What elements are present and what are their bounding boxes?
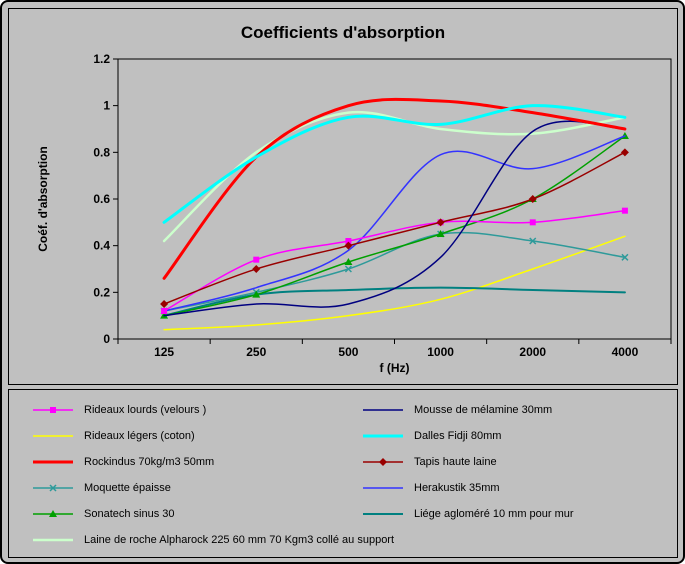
legend-item: Mousse de mélamine 30mm: [361, 397, 574, 423]
legend-swatch: [363, 434, 403, 438]
legend-item: Sonatech sinus 30: [31, 501, 394, 527]
legend-item: Herakustik 35mm: [361, 475, 574, 501]
legend-item-label: Dalles Fidji 80mm: [414, 430, 502, 442]
plot-svg: 0 0.2 0.4 0.6 0.8 1 1.2 125 250 500 1000 2000 4000: [93, 52, 672, 359]
y-tick-label: 0.2: [93, 285, 110, 299]
y-tick-label: 0: [103, 332, 110, 346]
legend-swatch: [363, 487, 403, 489]
x-tick-label: 500: [338, 345, 358, 359]
legend-item: Tapis haute laine: [361, 449, 574, 475]
legend-item: Rideaux légers (coton): [31, 423, 394, 449]
legend-item-label: Laine de roche Alpharock 225 60 mm 70 Kg…: [84, 534, 395, 546]
legend-swatch: [33, 510, 73, 517]
legend: Rideaux lourds (velours ) Rideaux légers …: [8, 389, 678, 558]
legend-swatch: [33, 538, 73, 542]
legend-item: Rockindus 70kg/m3 50mm: [31, 449, 394, 475]
series-6: [163, 120, 626, 317]
x-axis-ticks: 125 250 500 1000 2000 4000: [117, 339, 672, 359]
legend-swatch: [33, 435, 73, 437]
y-tick-label: 0.4: [93, 239, 110, 253]
legend-item-label: Mousse de mélamine 30mm: [414, 404, 553, 416]
legend-item: Liége agloméré 10 mm pour mur: [361, 501, 574, 527]
legend-item-label: Moquette épaisse: [84, 482, 171, 494]
legend-swatch: [33, 407, 73, 413]
legend-swatch: [363, 458, 403, 466]
x-tick-label: 2000: [519, 345, 546, 359]
y-tick-label: 1: [103, 99, 110, 113]
chart-area: 0 0.2 0.4 0.6 0.8 1 1.2 125 250 500 1000 2000 4000 C…: [8, 8, 678, 385]
legend-item-label: Rideaux lourds (velours ): [84, 404, 207, 416]
legend-item-label: Rideaux légers (coton): [84, 430, 195, 442]
y-axis-ticks: 0 0.2 0.4 0.6 0.8 1 1.2: [93, 52, 118, 346]
series-9: [163, 135, 626, 312]
legend-item-label: Liége agloméré 10 mm pour mur: [414, 508, 574, 520]
x-axis-title: f (Hz): [379, 361, 410, 375]
series-1: [163, 235, 626, 331]
legend-item-label: Sonatech sinus 30: [84, 508, 175, 520]
y-tick-label: 1.2: [93, 52, 110, 66]
y-tick-label: 0.6: [93, 192, 110, 206]
x-tick-label: 4000: [612, 345, 639, 359]
legend-item: Laine de roche Alpharock 225 60 mm 70 Kg…: [31, 527, 394, 553]
y-axis-title: Coéf. d'absorption: [36, 146, 50, 252]
legend-swatch: [33, 484, 73, 492]
series-2: [162, 97, 627, 280]
legend-item-label: Herakustik 35mm: [414, 482, 500, 494]
legend-column-left: Rideaux lourds (velours ) Rideaux légers …: [31, 397, 394, 553]
x-tick-label: 125: [154, 345, 174, 359]
legend-swatch: [363, 409, 403, 411]
legend-item-label: Rockindus 70kg/m3 50mm: [84, 456, 215, 468]
legend-swatch: [363, 513, 403, 515]
y-tick-label: 0.8: [93, 145, 110, 159]
chart-title: Coefficients d'absorption: [240, 23, 446, 42]
legend-item: Moquette épaisse: [31, 475, 394, 501]
legend-item: Dalles Fidji 80mm: [361, 423, 574, 449]
x-tick-label: 250: [246, 345, 266, 359]
series-7: [162, 104, 627, 224]
series-8: [160, 148, 629, 308]
legend-item-label: Tapis haute laine: [414, 456, 497, 468]
legend-swatch: [33, 460, 73, 464]
legend-item: Rideaux lourds (velours ): [31, 397, 394, 423]
legend-column-right: Mousse de mélamine 30mm Dalles Fidji 80mm…: [361, 397, 574, 527]
x-tick-label: 1000: [427, 345, 454, 359]
